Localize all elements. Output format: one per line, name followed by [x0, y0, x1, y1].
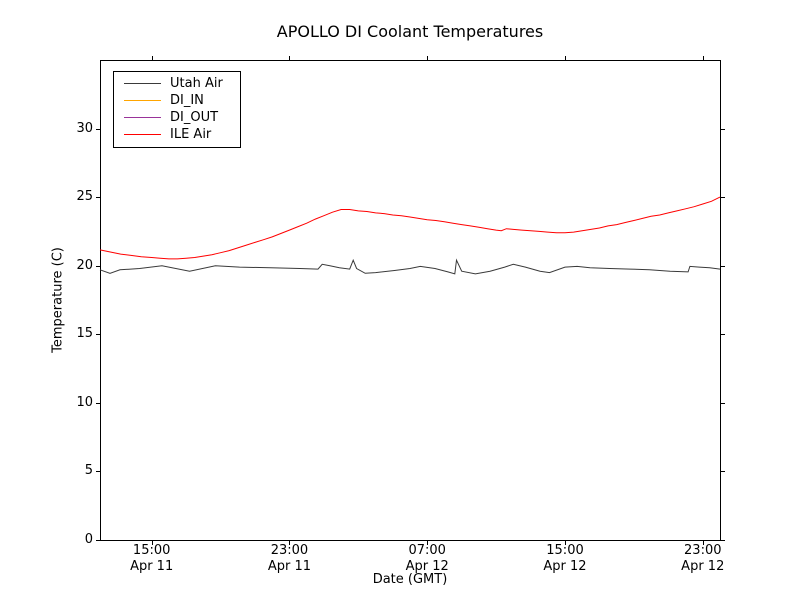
legend-item-di-in: DI_IN: [114, 92, 240, 109]
series-line-ile-air: [99, 196, 721, 260]
legend-label: ILE Air: [170, 127, 212, 142]
y-tick-label: 25: [76, 189, 93, 205]
legend-item-utah-air: Utah Air: [114, 75, 240, 92]
plot-frame: [100, 60, 721, 541]
legend-line-swatch: [124, 100, 161, 101]
y-tick-label: 5: [84, 463, 93, 479]
x-tick-label: 07:00 Apr 12: [405, 543, 449, 574]
x-tick-label: 15:00 Apr 11: [130, 543, 174, 574]
legend-line-swatch: [124, 117, 161, 118]
x-tick-label: 23:00 Apr 12: [681, 543, 725, 574]
legend-label: Utah Air: [170, 76, 223, 91]
x-axis-label: Date (GMT): [372, 572, 448, 587]
legend-item-di-out: DI_OUT: [114, 109, 240, 126]
series-line-utah-air: [99, 258, 721, 275]
legend: Utah Air DI_IN DI_OUT ILE Air: [113, 71, 241, 148]
x-tick-label: 15:00 Apr 12: [543, 543, 587, 574]
y-tick-label: 15: [76, 326, 93, 342]
legend-line-swatch: [124, 83, 161, 84]
legend-line-swatch: [124, 134, 161, 135]
legend-item-ile-air: ILE Air: [114, 126, 240, 143]
legend-label: DI_OUT: [170, 110, 219, 125]
y-tick-label: 0: [84, 532, 93, 547]
legend-label: DI_IN: [170, 93, 204, 108]
chart-title: APOLLO DI Coolant Temperatures: [276, 22, 544, 41]
x-tick-label: 23:00 Apr 11: [267, 543, 312, 574]
y-tick-label: 20: [76, 257, 93, 273]
y-tick-label: 10: [76, 394, 93, 410]
y-tick-label: 30: [76, 120, 93, 136]
